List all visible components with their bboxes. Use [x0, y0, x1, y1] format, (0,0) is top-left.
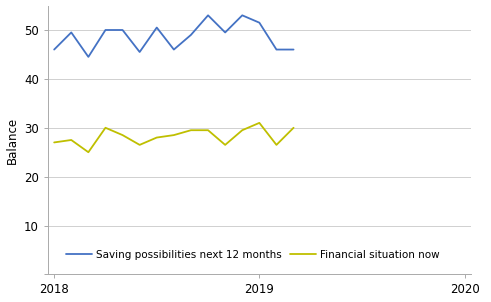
Saving possibilities next 12 months [171, 48, 177, 51]
Financial situation now [103, 126, 109, 130]
Financial situation now [120, 133, 126, 137]
Saving possibilities next 12 months [68, 31, 74, 34]
Financial situation now [85, 150, 91, 154]
Y-axis label: Balance: Balance [5, 117, 19, 164]
Saving possibilities next 12 months [154, 26, 160, 29]
Financial situation now [154, 136, 160, 139]
Saving possibilities next 12 months [291, 48, 297, 51]
Saving possibilities next 12 months [120, 28, 126, 32]
Financial situation now [205, 128, 211, 132]
Saving possibilities next 12 months [188, 33, 194, 37]
Financial situation now [171, 133, 177, 137]
Financial situation now [51, 141, 57, 144]
Saving possibilities next 12 months [103, 28, 109, 32]
Saving possibilities next 12 months [239, 14, 245, 17]
Saving possibilities next 12 months [85, 55, 91, 59]
Line: Saving possibilities next 12 months: Saving possibilities next 12 months [54, 15, 294, 57]
Line: Financial situation now: Financial situation now [54, 123, 294, 152]
Saving possibilities next 12 months [273, 48, 279, 51]
Saving possibilities next 12 months [256, 21, 262, 24]
Financial situation now [68, 138, 74, 142]
Financial situation now [188, 128, 194, 132]
Saving possibilities next 12 months [136, 50, 142, 54]
Financial situation now [239, 128, 245, 132]
Financial situation now [273, 143, 279, 147]
Financial situation now [256, 121, 262, 125]
Financial situation now [222, 143, 228, 147]
Legend: Saving possibilities next 12 months, Financial situation now: Saving possibilities next 12 months, Fin… [62, 246, 444, 264]
Financial situation now [136, 143, 142, 147]
Saving possibilities next 12 months [222, 31, 228, 34]
Saving possibilities next 12 months [51, 48, 57, 51]
Saving possibilities next 12 months [205, 14, 211, 17]
Financial situation now [291, 126, 297, 130]
